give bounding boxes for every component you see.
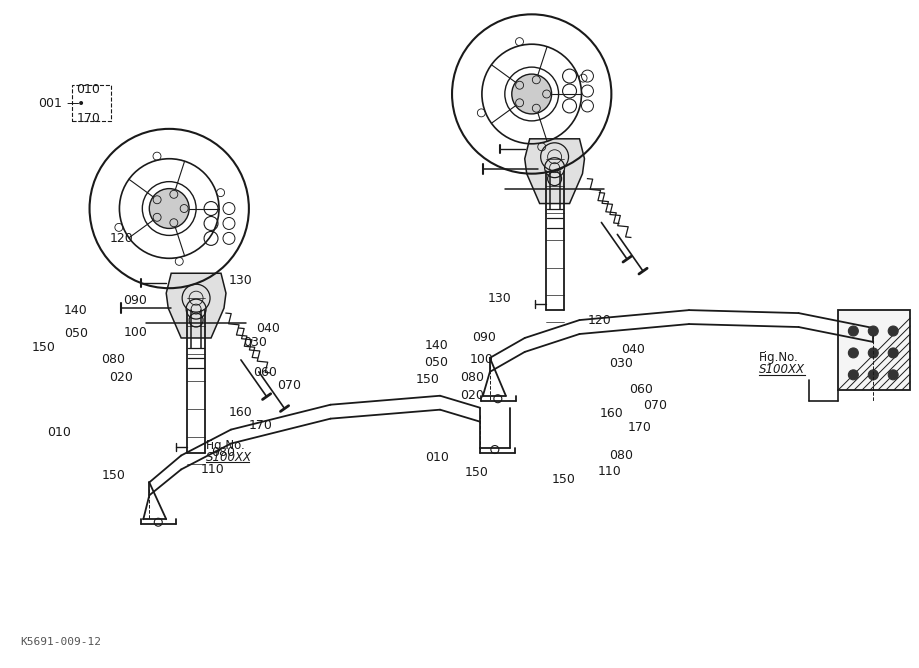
- Text: 150: 150: [464, 466, 488, 479]
- Text: 050: 050: [63, 327, 87, 339]
- Circle shape: [847, 326, 857, 336]
- Text: —: —: [66, 98, 79, 110]
- Text: 120: 120: [587, 313, 610, 327]
- Text: 170: 170: [627, 421, 651, 434]
- Text: 010: 010: [47, 426, 71, 439]
- Text: 070: 070: [277, 379, 301, 392]
- Text: 170: 170: [76, 112, 100, 126]
- Text: 090: 090: [123, 294, 147, 307]
- Text: 030: 030: [243, 337, 267, 349]
- Text: 160: 160: [229, 406, 253, 420]
- Text: K5691-009-12: K5691-009-12: [20, 637, 101, 647]
- Circle shape: [868, 326, 878, 336]
- Text: 140: 140: [63, 303, 87, 317]
- Text: S100XX: S100XX: [758, 363, 804, 376]
- Text: 080: 080: [460, 371, 483, 384]
- Text: 050: 050: [424, 357, 448, 369]
- Circle shape: [887, 326, 897, 336]
- Text: 170: 170: [249, 419, 272, 432]
- Text: •: •: [76, 97, 85, 111]
- Text: 030: 030: [608, 357, 632, 370]
- Text: 090: 090: [471, 331, 495, 345]
- Text: 130: 130: [487, 292, 511, 305]
- Text: 070: 070: [642, 399, 666, 412]
- Text: 100: 100: [123, 325, 147, 339]
- Text: 150: 150: [32, 341, 56, 355]
- Text: 040: 040: [255, 321, 279, 335]
- Text: 150: 150: [101, 469, 125, 482]
- Text: 010: 010: [425, 451, 448, 464]
- Text: 001: 001: [38, 98, 62, 110]
- Text: 130: 130: [229, 274, 253, 287]
- Text: 040: 040: [620, 343, 644, 357]
- Text: 140: 140: [425, 339, 448, 353]
- Bar: [837, 310, 909, 389]
- Text: Fig.No.: Fig.No.: [206, 439, 245, 452]
- Text: 100: 100: [470, 353, 494, 366]
- Circle shape: [847, 370, 857, 380]
- Text: 150: 150: [551, 473, 575, 486]
- Text: 020: 020: [109, 371, 133, 384]
- Polygon shape: [524, 139, 584, 204]
- Circle shape: [511, 74, 551, 114]
- Text: 080: 080: [608, 449, 632, 462]
- Circle shape: [868, 348, 878, 358]
- Text: 150: 150: [414, 373, 438, 386]
- Text: 080: 080: [101, 353, 125, 366]
- Text: 060: 060: [253, 366, 277, 379]
- Text: 110: 110: [596, 465, 620, 478]
- Text: Fig.No.: Fig.No.: [758, 351, 798, 365]
- Circle shape: [149, 188, 189, 228]
- Text: 080: 080: [210, 446, 234, 459]
- Text: 060: 060: [629, 383, 652, 396]
- Polygon shape: [166, 273, 226, 338]
- Text: 160: 160: [599, 407, 622, 420]
- Circle shape: [868, 370, 878, 380]
- Text: S100XX: S100XX: [206, 451, 252, 464]
- Text: 020: 020: [460, 389, 483, 402]
- Circle shape: [887, 348, 897, 358]
- Text: 010: 010: [76, 83, 100, 96]
- Circle shape: [887, 370, 897, 380]
- Text: 120: 120: [109, 232, 133, 245]
- Circle shape: [847, 348, 857, 358]
- Text: 110: 110: [201, 463, 224, 476]
